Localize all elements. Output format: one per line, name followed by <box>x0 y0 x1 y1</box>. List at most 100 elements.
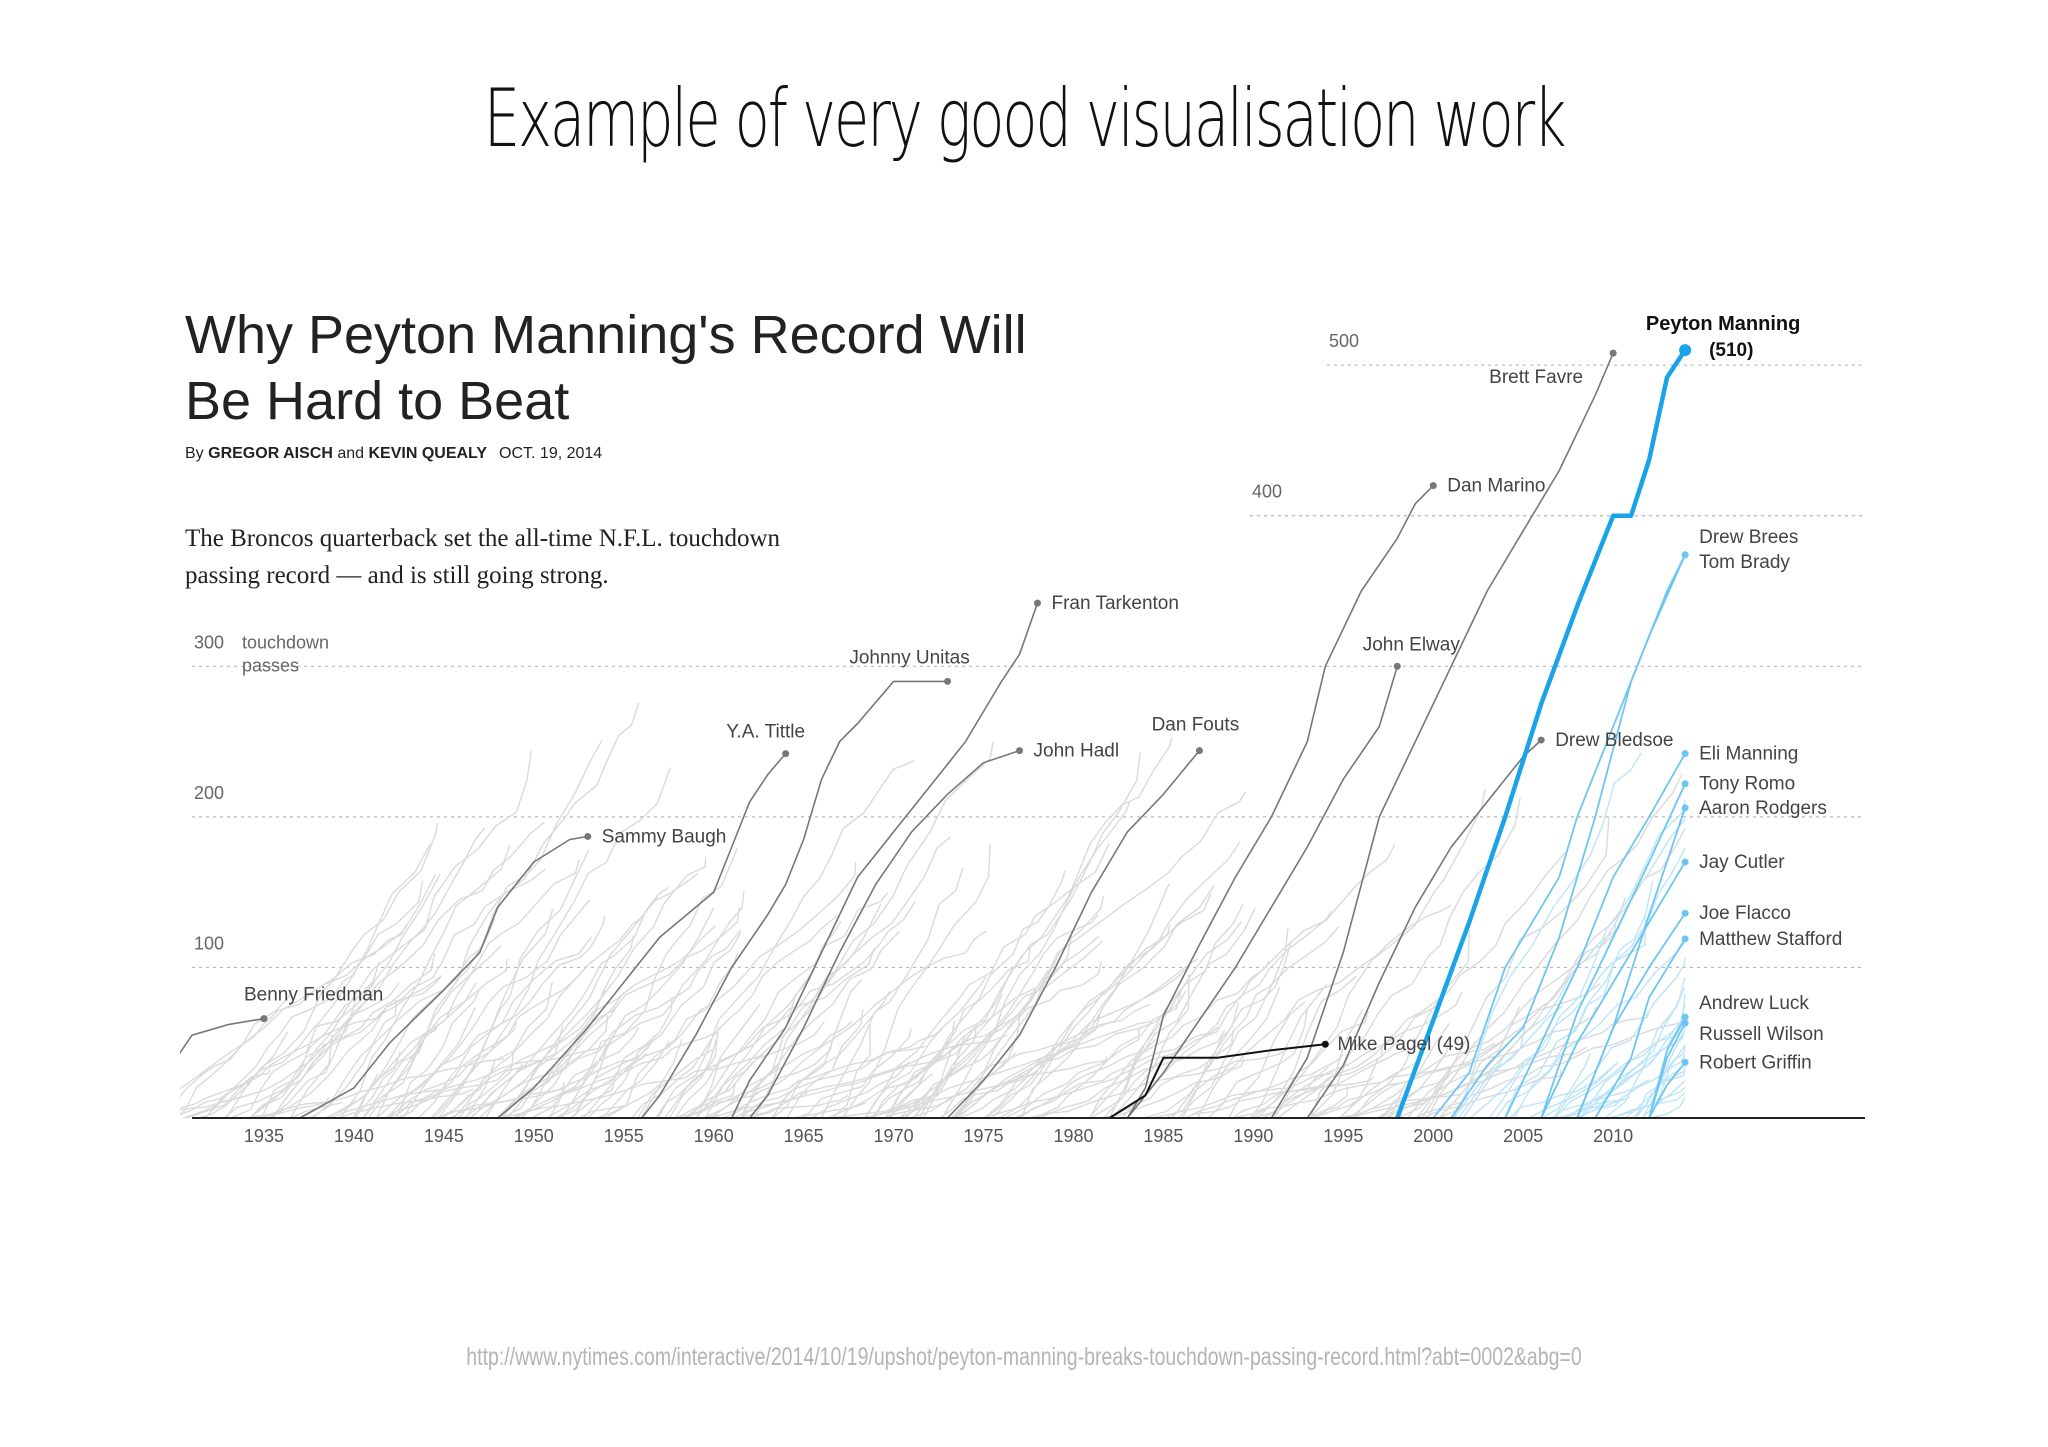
background-line <box>704 977 811 1119</box>
background-line <box>367 982 477 1119</box>
background-line <box>957 791 1246 1119</box>
series-label-eli-manning: Eli Manning <box>1699 744 1798 765</box>
x-tick-label: 2000 <box>1413 1126 1453 1146</box>
series-line-y-a-tittle <box>497 753 787 1119</box>
series-lines <box>180 344 1692 1119</box>
background-line <box>248 1084 289 1119</box>
series-line-joe-flacco <box>1576 912 1686 1119</box>
background-line <box>695 1003 761 1119</box>
background-line <box>710 1029 943 1119</box>
series-line-matthew-stafford <box>1594 938 1686 1119</box>
endpoint-matthew-stafford <box>1681 935 1689 943</box>
background-line <box>1273 789 1486 1119</box>
background-line <box>1427 774 1683 1119</box>
background-line <box>864 843 1110 1119</box>
series-label-robert-griffin: Robert Griffin <box>1699 1052 1812 1073</box>
background-line <box>923 1028 977 1119</box>
x-tick-label: 2010 <box>1593 1126 1633 1146</box>
background-line <box>1004 1028 1140 1119</box>
series-label-johnny-unitas: Johnny Unitas <box>849 647 969 668</box>
x-tick-label: 1955 <box>604 1126 644 1146</box>
author-1: GREGOR AISCH <box>208 445 333 462</box>
background-line <box>991 840 1241 1119</box>
background-line <box>1542 1052 1592 1119</box>
background-line <box>841 843 991 1119</box>
background-line <box>1249 984 1328 1119</box>
endpoint-dan-fouts <box>1195 747 1203 755</box>
series-label-jay-cutler: Jay Cutler <box>1699 852 1785 873</box>
series-label-tony-romo: Tony Romo <box>1699 774 1795 795</box>
background-line <box>396 990 480 1119</box>
background-line <box>884 1073 934 1119</box>
background-line <box>604 952 739 1119</box>
background-line <box>1183 1076 1375 1119</box>
background-line <box>578 1104 628 1119</box>
background-line <box>204 953 436 1119</box>
endpoint-russell-wilson <box>1681 1019 1689 1027</box>
x-tick-label: 1950 <box>514 1126 554 1146</box>
chart-dek: The Broncos quarterback set the all-time… <box>185 525 781 589</box>
background-line <box>501 897 658 1119</box>
background-line <box>872 946 1031 1119</box>
series-label-andrew-luck: Andrew Luck <box>1699 993 1809 1014</box>
background-line <box>463 906 741 1119</box>
background-line <box>310 1000 397 1119</box>
endpoint-sammy-baugh <box>584 832 592 840</box>
background-line <box>664 1026 719 1119</box>
byline-date: OCT. 19, 2014 <box>499 445 603 462</box>
background-line <box>261 750 532 1119</box>
series-line-russell-wilson <box>1648 1022 1686 1119</box>
chart-title: Why Peyton Manning's Record Will Be Hard… <box>185 305 1027 431</box>
series-line-drew-brees <box>1450 554 1686 1119</box>
series-label-drew-brees: Drew Brees <box>1699 527 1798 548</box>
background-line <box>1488 799 1686 1119</box>
series-label-john-elway: John Elway <box>1363 634 1461 655</box>
endpoint-eli-manning <box>1681 750 1689 758</box>
background-line <box>458 1049 515 1119</box>
background-line <box>1276 852 1566 1119</box>
background-line <box>1196 987 1281 1119</box>
x-tick-label: 1975 <box>964 1126 1004 1146</box>
background-line <box>1338 1093 1461 1119</box>
x-tick-label: 2005 <box>1503 1126 1543 1146</box>
background-line <box>703 1021 853 1119</box>
background-line <box>1021 883 1170 1119</box>
x-tick-label: 1935 <box>244 1126 284 1146</box>
background-line <box>1504 848 1686 1119</box>
x-tick-label: 1965 <box>784 1126 824 1146</box>
background-line <box>826 961 1102 1119</box>
background-line <box>739 741 994 1119</box>
background-line <box>1207 1007 1309 1119</box>
background-line <box>437 1082 565 1119</box>
series-line-sammy-baugh <box>299 835 588 1119</box>
background-line <box>1089 960 1270 1119</box>
background-line <box>512 1027 640 1119</box>
background-line <box>918 969 1049 1119</box>
background-line <box>820 867 964 1119</box>
background-line <box>587 932 742 1119</box>
background-line <box>885 870 1066 1119</box>
background-line <box>418 873 699 1119</box>
author-2: KEVIN QUEALY <box>368 445 488 462</box>
background-line <box>1090 910 1332 1119</box>
series-line-jay-cutler <box>1540 861 1686 1119</box>
endpoint-andrew-luck <box>1681 1013 1689 1021</box>
background-line <box>1182 942 1292 1119</box>
y-axis-label: touchdown <box>242 632 329 652</box>
background-line <box>687 836 952 1119</box>
background-line <box>521 935 634 1119</box>
background-line <box>793 1102 866 1119</box>
labels: 100 200 300 400 500 touchdown passes Benny Frie… <box>194 313 1842 1146</box>
background-line <box>863 1056 1108 1119</box>
background-line <box>362 859 580 1119</box>
series-label-russell-wilson: Russell Wilson <box>1699 1024 1824 1045</box>
background-line <box>753 904 882 1119</box>
background-line <box>797 1028 912 1119</box>
y-axis-label: passes <box>242 655 299 675</box>
background-line <box>1469 918 1647 1119</box>
y-tick-label: 300 <box>194 632 224 652</box>
background-line <box>912 913 1099 1119</box>
background-line <box>376 916 606 1119</box>
background-line <box>1378 1006 1597 1119</box>
background-line <box>951 931 1073 1119</box>
